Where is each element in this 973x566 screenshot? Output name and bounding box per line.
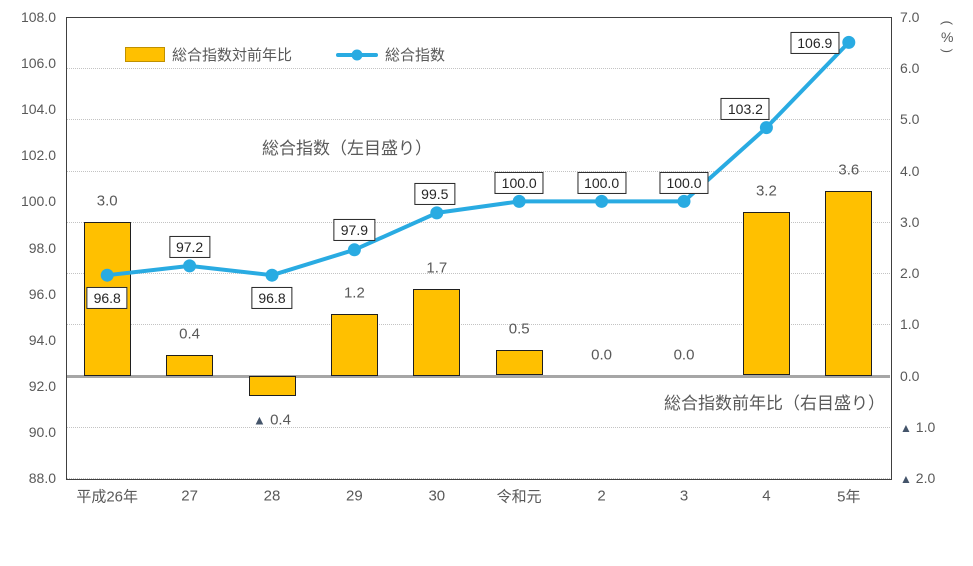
line-marker [842, 35, 856, 49]
x-axis-label: 平成26年 [76, 488, 139, 506]
bar [825, 191, 873, 376]
right-axis-tick-label: ▲ 1.0 [900, 418, 936, 435]
bar-value-label: 3.6 [838, 161, 860, 179]
left-axis-tick-label: 104.0 [20, 101, 56, 118]
line-value-label: 100.0 [659, 172, 709, 195]
right-axis-tick-label: 1.0 [900, 316, 920, 333]
bar [330, 314, 378, 376]
line-marker [512, 194, 526, 208]
gridline [66, 170, 890, 172]
line-marker [430, 206, 444, 220]
line-marker [183, 259, 197, 273]
left-axis-tick-label: 100.0 [20, 193, 56, 210]
gridline [66, 68, 890, 70]
bar-value-label: 1.7 [426, 259, 448, 276]
gridline [66, 426, 890, 428]
trend-line [105, 40, 851, 278]
unit-percent: % [941, 28, 954, 45]
x-axis-label: 4 [762, 487, 771, 505]
negative-triangle-icon: ▲ [900, 472, 912, 486]
left-axis-tick-label: 102.0 [20, 147, 56, 164]
bar [413, 288, 461, 376]
bar-value-label: 3.2 [755, 182, 777, 200]
bar [248, 375, 296, 397]
x-axis-label: 3 [679, 487, 689, 505]
x-axis-label: 27 [181, 487, 198, 505]
line-series-swatch-icon [336, 49, 378, 60]
right-axis-tick-label: 5.0 [900, 111, 920, 128]
line-value-label: 97.9 [333, 218, 376, 241]
bar-value-label: ▲ 0.4 [253, 411, 291, 429]
line-value-label: 100.0 [494, 172, 544, 195]
bar [495, 349, 543, 376]
right-axis-tick-label: 3.0 [900, 213, 920, 230]
x-axis-label: 2 [597, 487, 606, 505]
bar [166, 355, 214, 376]
right-axis-tick-label: ▲ 2.0 [900, 470, 936, 486]
x-axis-label: 令和元 [496, 488, 542, 506]
bar [742, 211, 790, 376]
left-axis-tick-label: 106.0 [20, 55, 56, 72]
line-value-label: 106.9 [790, 32, 840, 55]
line-value-label: 99.5 [414, 182, 456, 205]
legend-item-bar-series: 総合指数対前年比 [125, 44, 292, 65]
legend-item-line-series: 総合指数 [336, 44, 445, 65]
annotation-left-scale: 総合指数（左目盛り） [262, 139, 432, 158]
right-axis-unit-label: ( % ) [940, 16, 956, 58]
left-axis-tick-label: 98.0 [28, 239, 56, 256]
line-marker [265, 268, 279, 282]
line-marker [759, 121, 773, 135]
right-axis-tick-label: 0.0 [900, 367, 920, 384]
bar-value-label: 0.5 [508, 320, 530, 338]
bar-value-label: 3.0 [96, 192, 118, 210]
bar-series-swatch-icon [125, 47, 165, 62]
bar-value-label: 0.4 [179, 325, 201, 343]
x-axis-label: 28 [263, 487, 281, 505]
left-axis-tick-label: 108.0 [20, 9, 56, 25]
negative-triangle-icon: ▲ [253, 412, 266, 428]
legend-label-line-series: 総合指数 [385, 47, 446, 64]
line-value-label: 103.2 [720, 97, 770, 120]
zero-gridline [66, 374, 890, 378]
bar-value-label: 0.0 [673, 346, 695, 364]
unit-paren-open: ( [940, 20, 956, 25]
left-axis-tick-label: 94.0 [28, 331, 56, 348]
x-axis-label: 5年 [837, 488, 861, 506]
left-axis-tick-label: 88.0 [28, 470, 56, 486]
left-axis-tick-label: 96.0 [28, 285, 56, 302]
unit-paren-close: ) [940, 48, 956, 54]
line-value-label: 96.8 [86, 287, 128, 310]
line-marker [595, 194, 609, 208]
left-axis-tick-label: 90.0 [28, 423, 56, 440]
legend-label-bar-series: 総合指数対前年比 [172, 47, 293, 64]
right-axis-tick-label: 6.0 [900, 60, 920, 77]
line-marker [347, 243, 361, 257]
left-axis-tick-label: 92.0 [28, 377, 56, 394]
right-axis-tick-label: 7.0 [900, 9, 920, 25]
negative-triangle-icon: ▲ [900, 420, 912, 435]
right-axis-tick-label: 2.0 [900, 265, 920, 282]
right-axis-tick-label: 4.0 [900, 162, 920, 179]
line-value-label: 97.2 [168, 235, 211, 258]
gridline [66, 324, 890, 326]
x-axis-label: 29 [346, 487, 363, 505]
gridline [66, 478, 890, 479]
bar-value-label: 1.2 [343, 284, 365, 302]
annotation-right-scale: 総合指数前年比（右目盛り） [664, 394, 885, 413]
line-value-label: 100.0 [577, 172, 627, 195]
line-marker [677, 194, 691, 208]
x-axis-label: 30 [428, 487, 446, 505]
line-value-label: 96.8 [251, 287, 293, 310]
gridline [66, 17, 890, 18]
bar-value-label: 0.0 [591, 346, 613, 364]
